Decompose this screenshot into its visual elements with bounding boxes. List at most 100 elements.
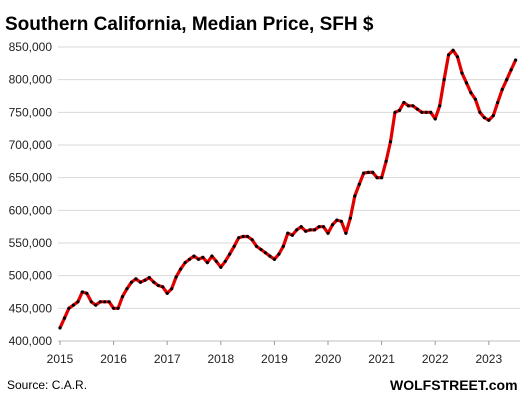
data-point	[317, 225, 321, 229]
data-point	[442, 78, 446, 82]
data-point	[214, 259, 218, 263]
x-tick-label: 2023	[475, 352, 502, 366]
data-point	[424, 110, 428, 114]
data-point	[250, 238, 254, 242]
y-tick-label: 550,000	[9, 236, 53, 250]
x-axis: 2015 2016 2017 2018 2019 2020 2021 2022 2023	[47, 340, 520, 366]
data-point	[402, 100, 406, 105]
grid	[58, 46, 520, 342]
data-point	[478, 110, 482, 114]
data-point	[321, 225, 326, 229]
data-point	[85, 291, 89, 295]
brand-label: WOLFSTREET.com	[390, 377, 518, 393]
x-tick-label: 2017	[154, 352, 181, 366]
data-point	[241, 234, 245, 239]
data-point	[116, 306, 120, 310]
data-point	[263, 251, 268, 255]
data-point	[232, 244, 236, 248]
data-point	[210, 254, 214, 258]
data-point	[246, 234, 250, 239]
y-tick-label: 800,000	[9, 73, 53, 87]
data-point	[353, 194, 357, 198]
y-tick-label: 500,000	[9, 269, 53, 283]
x-tick-label: 2021	[368, 352, 395, 366]
data-point	[464, 81, 469, 85]
data-point	[112, 306, 116, 310]
data-point	[313, 228, 317, 232]
data-point	[393, 110, 397, 114]
data-point	[384, 159, 388, 163]
data-point	[192, 254, 196, 258]
data-point	[335, 218, 339, 222]
data-point	[487, 118, 491, 122]
data-point	[67, 306, 71, 310]
data-point	[62, 316, 67, 320]
y-tick-label: 600,000	[9, 203, 53, 217]
data-point	[339, 219, 343, 223]
data-point	[156, 283, 160, 288]
data-point	[76, 300, 80, 304]
data-point	[388, 140, 393, 144]
y-tick-label: 400,000	[9, 334, 53, 348]
y-axis: 400,000 450,000 500,000 550,000 600,000 650,0…	[9, 40, 53, 348]
data-point	[330, 223, 335, 227]
data-point	[98, 300, 102, 304]
data-point	[473, 97, 477, 101]
data-point	[460, 71, 464, 75]
data-point	[268, 254, 272, 258]
y-tick-label: 700,000	[9, 138, 53, 152]
data-point	[107, 300, 111, 304]
data-point	[433, 117, 437, 121]
data-point	[174, 275, 178, 279]
data-point	[237, 236, 241, 240]
data-point	[196, 257, 201, 261]
x-tick-label: 2016	[100, 352, 127, 366]
data-point	[429, 110, 433, 114]
data-point	[469, 91, 473, 95]
data-point	[286, 231, 290, 235]
data-point	[80, 290, 84, 294]
data-point	[304, 229, 308, 233]
data-point	[223, 259, 227, 263]
series	[58, 48, 518, 330]
data-point	[357, 182, 361, 186]
data-point	[120, 295, 125, 299]
y-tick-label: 650,000	[9, 171, 53, 185]
data-point	[94, 303, 98, 307]
data-point	[514, 58, 518, 62]
data-point	[129, 280, 134, 284]
data-point	[496, 100, 500, 105]
data-point	[491, 114, 495, 118]
y-tick-label: 850,000	[9, 40, 53, 54]
data-point	[58, 326, 62, 330]
data-point	[179, 267, 183, 271]
data-point	[228, 252, 232, 256]
data-point	[183, 261, 187, 265]
data-point	[308, 228, 312, 232]
data-point	[500, 87, 504, 92]
data-point	[89, 300, 93, 304]
data-point	[371, 170, 375, 174]
data-point	[138, 280, 142, 284]
data-point	[326, 231, 330, 235]
series-line	[58, 48, 518, 330]
data-point	[134, 277, 138, 281]
y-tick-label: 450,000	[9, 301, 53, 315]
data-point	[509, 68, 513, 72]
x-tick-label: 2015	[47, 352, 74, 366]
data-point	[406, 104, 410, 108]
data-point	[143, 278, 147, 282]
data-point	[375, 176, 379, 180]
data-point	[447, 53, 451, 57]
data-point	[187, 257, 192, 261]
data-point	[71, 303, 75, 307]
data-point	[415, 107, 419, 111]
data-point	[411, 104, 415, 108]
data-point	[201, 255, 205, 259]
data-point	[259, 247, 263, 252]
x-tick-label: 2022	[422, 352, 449, 366]
data-point	[277, 252, 281, 256]
data-point	[438, 104, 442, 108]
data-point	[103, 300, 107, 304]
data-point	[165, 291, 169, 295]
